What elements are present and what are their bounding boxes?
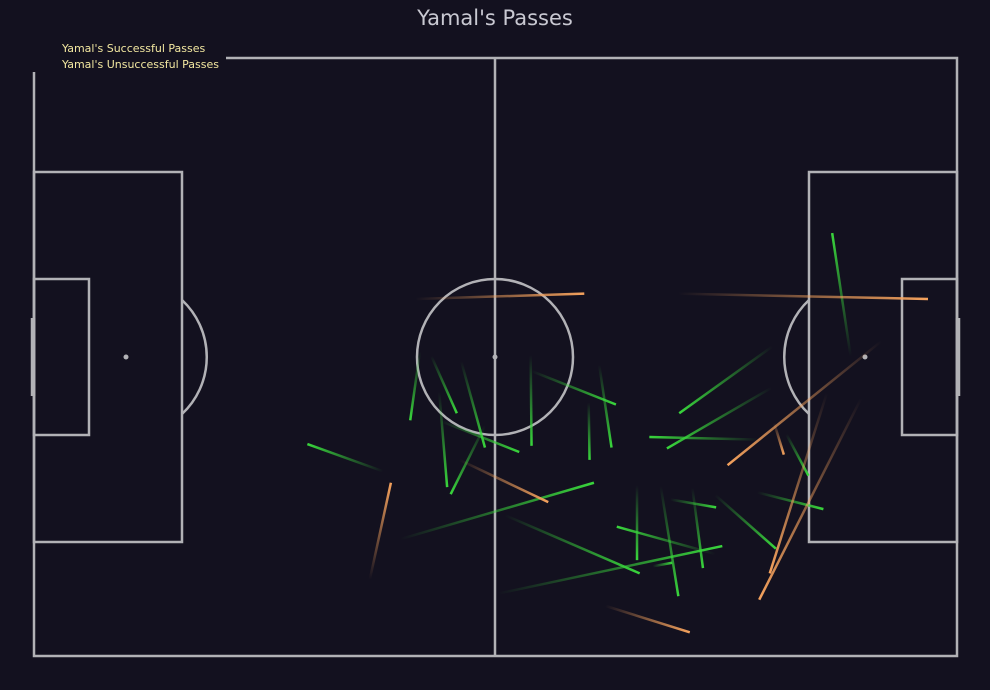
successful-pass-10	[597, 364, 613, 448]
successful-pass-9	[529, 355, 533, 446]
left-penalty-area	[32, 170, 184, 544]
successful-pass-6	[449, 425, 487, 495]
successful-pass-25	[830, 232, 852, 357]
successful-pass-23	[666, 386, 773, 450]
right-six-yard-box	[900, 277, 959, 437]
unsuccessful-pass-7	[458, 458, 549, 504]
unsuccessful-pass-2	[678, 292, 929, 301]
successful-pass-3	[430, 355, 458, 414]
left-penalty-spot	[123, 354, 129, 360]
successful-pass-24	[785, 433, 810, 477]
successful-pass-8	[531, 369, 617, 406]
successful-pass-18	[670, 498, 717, 509]
successful-pass-26	[616, 525, 716, 556]
legend: Yamal's Successful Passes Yamal's Unsucc…	[14, 40, 226, 72]
successful-pass-2	[408, 351, 422, 421]
unsuccessful-pass-4	[772, 422, 786, 455]
successful-pass-14	[504, 514, 641, 575]
successful-pass-27	[652, 561, 673, 568]
successful-pass-20	[757, 491, 824, 511]
successful-pass-22	[649, 435, 759, 441]
successful-pass-19	[714, 494, 777, 550]
successful-pass-1	[306, 442, 384, 473]
successful-pass-13	[497, 544, 723, 595]
unsuccessful-pass-3	[726, 340, 883, 467]
pitch-markings	[30, 56, 961, 658]
passes-layer	[306, 232, 929, 634]
pitch-spots	[123, 354, 868, 360]
centre-circle	[415, 277, 575, 437]
legend-unsuccessful-label: Yamal's Unsuccessful Passes	[61, 58, 219, 71]
unsuccessful-pass-8	[368, 482, 393, 580]
left-penalty-arc	[181, 299, 209, 415]
unsuccessful-pass-1	[415, 292, 585, 301]
unsuccessful-pass-6	[758, 397, 863, 601]
unsuccessful-pass-5	[768, 392, 829, 574]
centre-spot	[492, 354, 498, 360]
unsuccessful-pass-9	[605, 604, 691, 634]
legend-background	[14, 40, 226, 72]
right-penalty-area	[807, 170, 959, 544]
left-six-yard-box	[32, 277, 91, 437]
successful-pass-11	[587, 402, 591, 460]
successful-pass-21	[678, 345, 774, 415]
legend-successful-label: Yamal's Successful Passes	[61, 42, 205, 55]
successful-pass-7	[437, 392, 449, 488]
right-penalty-arc	[782, 299, 810, 415]
successful-pass-12	[400, 481, 595, 541]
successful-pass-17	[691, 487, 705, 569]
chart-title: Yamal's Passes	[417, 6, 573, 30]
